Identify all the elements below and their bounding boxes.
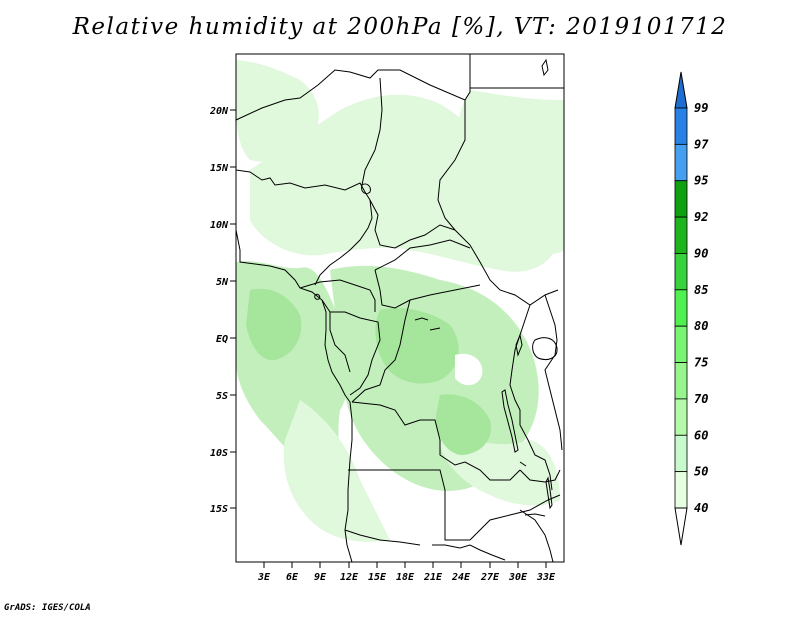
lon-label-12E: 12E [340,572,359,583]
colorbar-swatch-70 [674,362,688,400]
humidity-dry-spot [455,353,483,386]
colorbar-label-92: 92 [694,210,708,224]
humidity-field [236,60,564,542]
lat-label-EQ: EQ [216,334,228,345]
border-zambia [469,494,561,541]
lat-label-20N: 20N [209,106,229,117]
lat-label-5N: 5N [216,277,229,288]
lon-label-18E: 18E [396,572,415,583]
country-borders [235,54,564,563]
lon-label-33E: 33E [536,572,556,583]
colorbar-swatch-90 [674,216,688,254]
lon-label-6E: 6E [286,572,299,583]
colorbar-bottom-arrow [674,507,688,546]
colorbar-label-70: 70 [694,392,708,406]
border-east-2 [544,294,563,451]
lat-label-5S: 5S [216,391,228,402]
humidity-patch-south [283,400,390,542]
border-south [432,544,506,561]
border-car [374,269,481,309]
border-bottom-left [344,529,421,546]
lon-label-27E: 27E [480,572,500,583]
colorbar-swatch-75 [674,325,688,363]
colorbar-swatch-60 [674,398,688,436]
lon-label-21E: 21E [423,572,443,583]
border-mozambique [519,509,554,563]
colorbar-swatch-80 [674,289,688,327]
border-drc [351,299,411,403]
lon-label-24E: 24E [451,572,471,583]
colorbar-label-97: 97 [694,137,709,151]
river-congo-2 [429,327,441,331]
colorbar-label-50: 50 [694,465,708,479]
colorbar-swatch-40 [674,471,688,509]
river-congo-3 [519,461,527,467]
lat-label-15N: 15N [210,163,229,174]
map-title: Relative humidity at 200hPa [%], VT: 201… [72,14,728,40]
lon-axis: 3E 6E 9E 12E 15E 18E 21E 24E 27E 30E 33E [257,562,556,583]
map-frame [235,53,565,563]
colorbar-swatch-95 [674,143,688,182]
colorbar-label-90: 90 [694,246,708,260]
border-drc-south [351,401,521,481]
credit-label: GrADS: IGES/COLA [4,603,91,613]
colorbar-label-85: 85 [694,283,708,297]
colorbar-label-95: 95 [694,174,708,188]
border-car-north [374,239,471,271]
lake-chad [361,183,371,195]
border-gabon [321,299,351,373]
border-north-2 [361,77,383,186]
coastline-west [235,229,353,563]
lake-victoria [532,337,558,361]
colorbar-label-60: 60 [694,428,708,442]
humidity-patch-northeast [458,90,564,254]
river-congo-4 [524,513,546,517]
border-congo [330,311,381,396]
lon-label-15E: 15E [368,572,387,583]
humidity-patch-central-dark [375,308,459,384]
colorbar-label-75: 75 [694,356,708,370]
lat-label-10N: 10N [210,220,229,231]
river-congo-1 [414,317,429,321]
colorbar-label-80: 80 [694,319,708,333]
lake-turkana [541,58,549,77]
border-cameroon-south [299,279,376,312]
colorbar-label-99: 99 [694,101,708,115]
border-north-1 [235,54,471,121]
border-angola [348,469,470,541]
humidity-patch-south-dark [435,394,491,455]
colorbar-swatch-50 [674,434,688,473]
colorbar: 99 97 95 92 90 85 80 75 70 60 50 40 [674,71,709,546]
humidity-patch-west-dark [246,288,302,361]
lat-axis: 20N 15N 10N 5N EQ 5S 10S 15S [209,106,236,515]
island-bioko [314,293,321,300]
lat-label-15S: 15S [210,504,228,515]
colorbar-label-40: 40 [694,501,708,515]
lat-label-10S: 10S [210,448,228,459]
lon-label-3E: 3E [257,572,271,583]
lake-albert [515,333,523,357]
colorbar-swatch-85 [674,253,688,291]
colorbar-swatch-92 [674,180,688,218]
humidity-patch-nw [236,60,319,162]
lake-tanganyika [501,389,519,453]
colorbar-top-arrow [674,71,688,109]
lon-label-30E: 30E [508,572,528,583]
border-sahel [235,169,373,286]
border-tanzania [519,469,561,483]
colorbar-swatch-97 [674,107,688,145]
border-north-3 [437,100,559,306]
lake-malawi [545,476,553,510]
border-nigeria-cameroon [369,199,456,249]
lon-label-9E: 9E [314,572,327,583]
